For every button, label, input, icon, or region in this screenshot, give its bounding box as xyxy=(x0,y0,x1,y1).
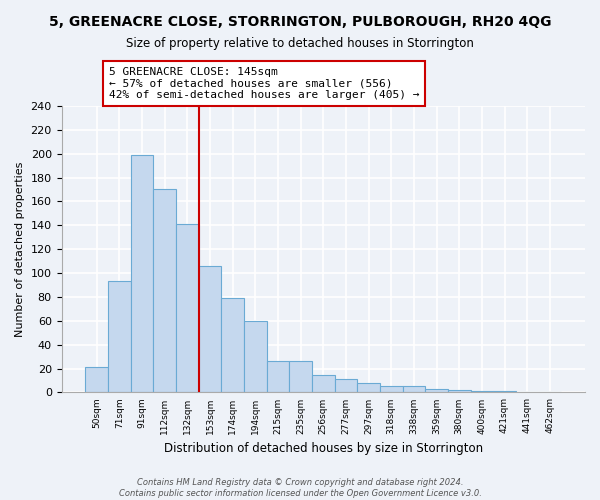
Bar xyxy=(403,386,425,392)
Bar xyxy=(448,390,470,392)
Bar xyxy=(199,266,221,392)
Text: Size of property relative to detached houses in Storrington: Size of property relative to detached ho… xyxy=(126,38,474,51)
X-axis label: Distribution of detached houses by size in Storrington: Distribution of detached houses by size … xyxy=(164,442,483,455)
Bar xyxy=(85,368,108,392)
Bar xyxy=(289,362,312,392)
Bar xyxy=(357,383,380,392)
Bar xyxy=(221,298,244,392)
Bar xyxy=(131,155,154,392)
Text: 5 GREENACRE CLOSE: 145sqm
← 57% of detached houses are smaller (556)
42% of semi: 5 GREENACRE CLOSE: 145sqm ← 57% of detac… xyxy=(109,67,419,100)
Y-axis label: Number of detached properties: Number of detached properties xyxy=(15,162,25,337)
Text: Contains HM Land Registry data © Crown copyright and database right 2024.
Contai: Contains HM Land Registry data © Crown c… xyxy=(119,478,481,498)
Text: 5, GREENACRE CLOSE, STORRINGTON, PULBOROUGH, RH20 4QG: 5, GREENACRE CLOSE, STORRINGTON, PULBORO… xyxy=(49,15,551,29)
Bar xyxy=(493,391,516,392)
Bar xyxy=(108,282,131,393)
Bar xyxy=(154,190,176,392)
Bar xyxy=(380,386,403,392)
Bar xyxy=(244,321,266,392)
Bar xyxy=(335,380,357,392)
Bar xyxy=(266,362,289,392)
Bar xyxy=(176,224,199,392)
Bar xyxy=(470,391,493,392)
Bar xyxy=(425,389,448,392)
Bar xyxy=(312,374,335,392)
